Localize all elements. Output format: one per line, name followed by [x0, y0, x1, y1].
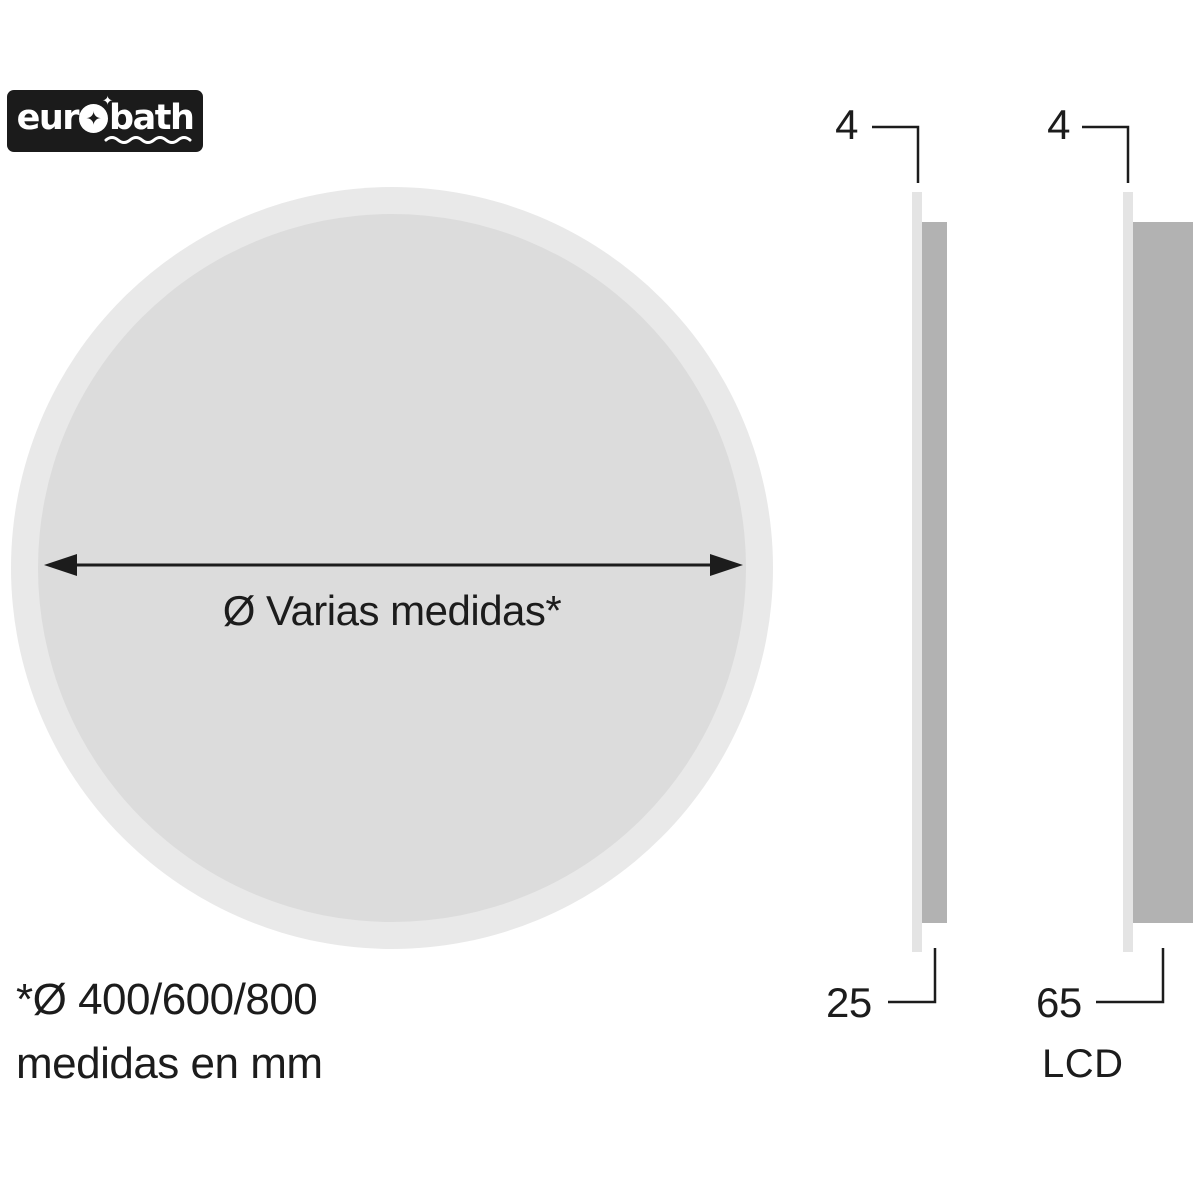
glass-thickness-label-left: 4	[835, 101, 858, 148]
diameter-label: Ø Varias medidas*	[222, 587, 562, 634]
side-profile-65-body	[1133, 222, 1193, 923]
leader-line-4-left	[872, 125, 920, 183]
sparkle-icon: ✦	[85, 107, 102, 130]
leader-line-4-right	[1082, 125, 1130, 183]
depth-label-65: 65	[1036, 979, 1082, 1026]
glass-thickness-label-right: 4	[1047, 101, 1070, 148]
leader-line-25	[888, 948, 937, 1004]
mirror-front-outer-ring	[11, 187, 773, 949]
depth-label-25: 25	[826, 979, 872, 1026]
footnote-units: medidas en mm	[16, 1039, 323, 1088]
mirror-front-inner-face	[38, 214, 746, 922]
sparkle-small-icon: ✦	[102, 93, 114, 109]
side-profile-25-body	[922, 222, 947, 923]
footnote-sizes: *Ø 400/600/800	[16, 975, 318, 1024]
logo-o-sparkle-icon: ✦ ✦	[79, 95, 113, 133]
eurobath-logo: eur ✦ ✦ bath	[7, 90, 203, 152]
leader-line-65	[1096, 948, 1165, 1004]
side-profile-65-glass	[1123, 192, 1133, 952]
logo-wave-icon	[104, 136, 192, 144]
side-profile-25-glass	[912, 192, 922, 952]
eurobath-logo-text: eur ✦ ✦ bath	[16, 95, 195, 138]
lcd-caption: LCD	[1042, 1042, 1124, 1086]
logo-text-end: bath	[109, 97, 195, 138]
logo-text-start: eur	[16, 97, 80, 138]
